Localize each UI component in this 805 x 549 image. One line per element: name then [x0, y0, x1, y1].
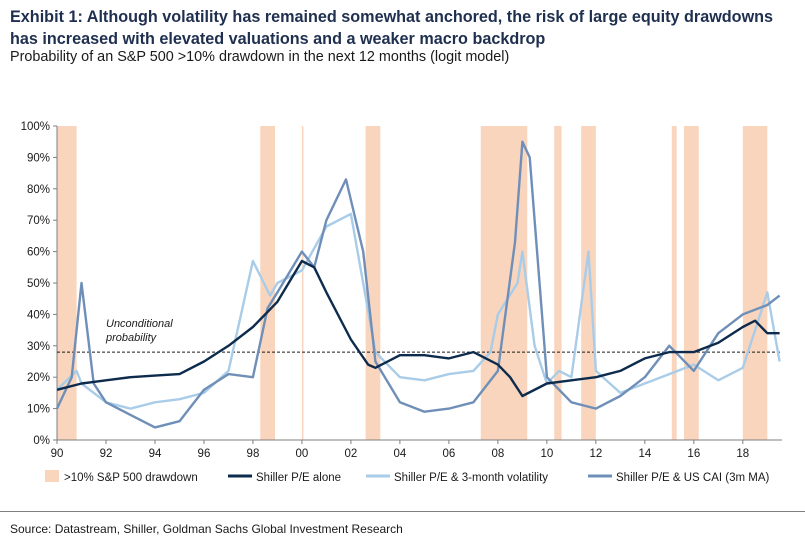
y-tick-label: 100% — [21, 121, 50, 133]
x-tick-label: 16 — [687, 448, 700, 460]
chart-title: Exhibit 1: Although volatility has remai… — [10, 8, 774, 48]
legend-label-pe-cai: Shiller P/E & US CAI (3m MA) — [616, 472, 770, 484]
drawdown-band-7 — [671, 126, 677, 440]
drawdown-band-9 — [742, 126, 768, 440]
x-tick-label: 04 — [394, 448, 407, 460]
y-tick-label: 50% — [27, 278, 50, 290]
y-tick-label: 30% — [27, 341, 50, 353]
drawdown-band-2 — [301, 126, 304, 440]
y-tick-label: 0% — [33, 435, 50, 447]
x-tick-label: 94 — [149, 448, 162, 460]
drawdown-shading — [57, 126, 768, 440]
legend-swatch-drawdown — [45, 470, 59, 482]
x-tick-label: 02 — [345, 448, 358, 460]
x-tick-label: 00 — [296, 448, 309, 460]
unconditional-probability-reference: Unconditional probability — [57, 318, 782, 353]
x-tick-label: 18 — [736, 448, 749, 460]
drawdown-band-8 — [684, 126, 699, 440]
y-tick-label: 10% — [27, 404, 50, 416]
drawdown-band-6 — [581, 126, 596, 440]
x-tick-label: 06 — [442, 448, 455, 460]
x-tick-label: 12 — [589, 448, 602, 460]
y-tick-label: 40% — [27, 309, 50, 321]
y-tick-label: 20% — [27, 372, 50, 384]
y-tick-label: 80% — [27, 184, 50, 196]
chart-series — [55, 140, 781, 429]
series-line-pe-vol — [56, 212, 781, 410]
x-tick-label: 08 — [491, 448, 504, 460]
footer-rule — [0, 511, 805, 512]
legend-label-pe-vol: Shiller P/E & 3-month volatility — [394, 472, 548, 484]
x-tick-label: 96 — [198, 448, 211, 460]
reference-label-line1: Unconditional — [106, 318, 173, 330]
x-tick-label: 98 — [247, 448, 260, 460]
chart-legend: >10% S&P 500 drawdown Shiller P/E alone … — [45, 470, 770, 484]
drawdown-band-5 — [554, 126, 562, 440]
chart-subtitle: Probability of an S&P 500 >10% drawdown … — [10, 49, 510, 65]
chart-axes: 0% 10% 20% 30% 40% 50% 60% 70% 80% 90% 100% 90 92 94 9… — [21, 121, 782, 460]
y-tick-label: 70% — [27, 215, 50, 227]
drawdown-band-1 — [260, 126, 275, 440]
y-tick-label: 90% — [27, 152, 50, 164]
series-line-pe-alone — [56, 259, 780, 398]
series-line-pe-cai — [55, 140, 781, 429]
x-tick-label: 10 — [540, 448, 553, 460]
x-tick-label: 92 — [100, 448, 113, 460]
source-note: Source: Datastream, Shiller, Goldman Sac… — [10, 522, 403, 536]
x-tick-label: 90 — [51, 448, 64, 460]
legend-label-pe-alone: Shiller P/E alone — [256, 472, 341, 484]
legend-label-drawdown: >10% S&P 500 drawdown — [64, 472, 198, 484]
reference-label-line2: probability — [105, 332, 158, 344]
x-tick-label: 14 — [638, 448, 651, 460]
y-tick-label: 60% — [27, 247, 50, 259]
drawdown-band-0 — [57, 126, 77, 440]
